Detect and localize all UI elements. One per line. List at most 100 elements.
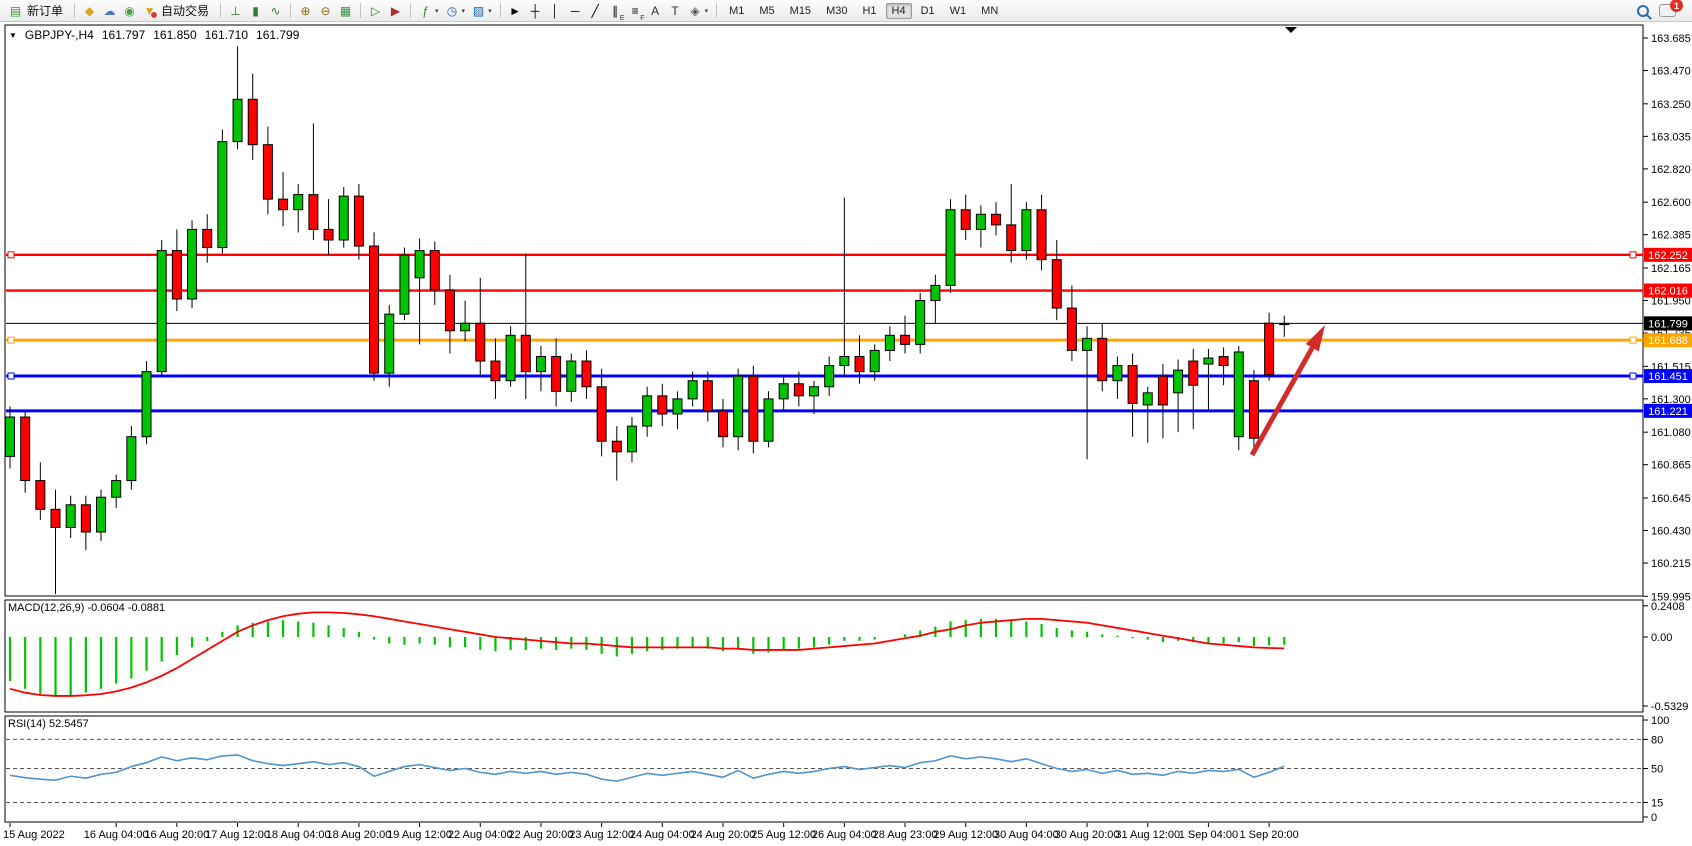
indicators-icon-caret[interactable]: ▾ bbox=[435, 7, 439, 15]
channel-icon-letter: E bbox=[619, 14, 625, 22]
zoom-in-icon[interactable]: ⊕ bbox=[300, 3, 311, 18]
gold-icon[interactable]: ◆ bbox=[84, 3, 95, 18]
time-label: 19 Aug 12:00 bbox=[387, 829, 452, 841]
community-icon[interactable]: ☁ bbox=[103, 3, 116, 18]
line-handle[interactable] bbox=[7, 251, 15, 259]
candle-bull bbox=[1082, 337, 1093, 351]
candle-bear bbox=[581, 360, 592, 388]
price-tick-label: 160.430 bbox=[1651, 526, 1691, 538]
candle-bear bbox=[444, 289, 455, 332]
price-label-161.799: 161.799 bbox=[1648, 318, 1688, 330]
candle-bear bbox=[35, 480, 46, 510]
text-icon[interactable]: A bbox=[651, 3, 660, 18]
candle-bull bbox=[930, 284, 941, 302]
candle-bull bbox=[626, 425, 637, 453]
quote-close: 161.799 bbox=[256, 28, 300, 42]
new-order-icon[interactable]: ▤ bbox=[9, 3, 22, 18]
quote-open: 161.797 bbox=[101, 28, 146, 42]
time-label: 15 Aug 2022 bbox=[3, 829, 65, 841]
candle-bull bbox=[1112, 365, 1123, 382]
timeframe-M1[interactable]: M1 bbox=[729, 4, 745, 17]
shapes-icon[interactable]: ◈ bbox=[690, 3, 700, 18]
time-label: 16 Aug 04:00 bbox=[84, 829, 149, 841]
time-label: 24 Aug 20:00 bbox=[691, 829, 756, 841]
line-handle[interactable] bbox=[7, 372, 15, 380]
text-label-icon[interactable]: T bbox=[671, 3, 679, 18]
price-label-161.221: 161.221 bbox=[1648, 406, 1688, 418]
timeframe-M15[interactable]: M15 bbox=[789, 4, 812, 17]
price-tick-label: 161.300 bbox=[1651, 394, 1691, 406]
toolbar-separator bbox=[290, 3, 292, 18]
channel-icon[interactable]: ∥ E bbox=[612, 3, 625, 22]
fibonacci-icon[interactable]: ≡ F bbox=[631, 3, 645, 22]
candle-bear bbox=[475, 322, 486, 362]
zoom-out-icon[interactable]: ⊖ bbox=[320, 3, 331, 18]
search-icon[interactable] bbox=[1637, 4, 1649, 17]
line-handle[interactable] bbox=[1629, 336, 1637, 344]
candlestick-chart-icon[interactable]: ▮ bbox=[252, 3, 259, 18]
price-tick-label: 162.165 bbox=[1651, 263, 1691, 275]
trend-arrow-head[interactable] bbox=[1305, 325, 1325, 352]
candle-bull bbox=[111, 480, 122, 498]
candle-bull bbox=[763, 398, 774, 442]
candle-bear bbox=[1127, 365, 1138, 404]
bar-chart-icon[interactable]: ⊥ bbox=[230, 3, 241, 18]
toolbar-separator bbox=[74, 3, 76, 18]
candle-bear bbox=[278, 198, 289, 211]
time-label: 23 Aug 12:00 bbox=[569, 829, 634, 841]
time-label: 16 Aug 20:00 bbox=[144, 829, 209, 841]
crosshair-icon[interactable]: ┼ bbox=[530, 3, 540, 18]
candle-bear bbox=[1036, 209, 1047, 261]
time-label: 31 Aug 12:00 bbox=[1115, 829, 1180, 841]
price-label-box bbox=[1644, 247, 1692, 262]
periods-icon-caret[interactable]: ▾ bbox=[461, 7, 466, 15]
tile-windows-icon[interactable]: ▦ bbox=[339, 3, 352, 18]
candle-bear bbox=[262, 144, 273, 200]
quote-low: 161.710 bbox=[204, 28, 249, 42]
vertical-line-icon[interactable]: │ bbox=[551, 3, 559, 18]
candle-bear bbox=[657, 395, 668, 415]
templates-icon[interactable]: ▨ bbox=[472, 3, 485, 18]
templates-icon-caret[interactable]: ▾ bbox=[488, 7, 492, 15]
new-order-label[interactable]: 新订单 bbox=[27, 4, 64, 18]
timeframe-M30[interactable]: M30 bbox=[826, 4, 848, 17]
price-tick-label: 163.685 bbox=[1651, 33, 1691, 45]
cursor-icon[interactable]: ► bbox=[509, 3, 522, 18]
candle-bull bbox=[460, 322, 471, 332]
candle-bull bbox=[156, 250, 167, 373]
timeframe-D1[interactable]: D1 bbox=[920, 4, 935, 17]
candle-bear bbox=[202, 228, 213, 249]
trend-arrow-line[interactable] bbox=[1249, 346, 1315, 457]
timeframe-H1[interactable]: H1 bbox=[862, 4, 877, 17]
line-handle[interactable] bbox=[7, 336, 15, 344]
autoscroll-icon[interactable]: ▷ bbox=[370, 3, 381, 18]
horizontal-line-icon[interactable]: ─ bbox=[570, 3, 580, 18]
periods-icon[interactable]: ◷ bbox=[446, 3, 458, 18]
price-label-161.688: 161.688 bbox=[1648, 335, 1688, 347]
candle-bull bbox=[884, 334, 895, 351]
price-tick-label: 160.215 bbox=[1651, 558, 1691, 570]
algo-trading-icon[interactable]: ▼ bbox=[140, 2, 159, 20]
candle-bull bbox=[687, 380, 698, 400]
price-tick-label: 163.250 bbox=[1651, 99, 1691, 111]
timeframe-M5[interactable]: M5 bbox=[759, 4, 775, 17]
timeframe-MN[interactable]: MN bbox=[981, 4, 999, 17]
algo-trading-label[interactable]: 自动交易 bbox=[161, 4, 210, 18]
candle-bear bbox=[353, 195, 364, 247]
timeframe-H4[interactable]: H4 bbox=[885, 2, 912, 19]
line-handle[interactable] bbox=[1629, 372, 1637, 380]
line-chart-icon[interactable]: ∿ bbox=[270, 3, 281, 18]
candle-bull bbox=[65, 504, 76, 528]
trendline-icon[interactable]: ╱ bbox=[591, 3, 599, 18]
timeframe-W1[interactable]: W1 bbox=[949, 4, 967, 17]
indicators-icon[interactable]: ƒ bbox=[422, 3, 429, 18]
signal-icon[interactable]: ◉ bbox=[124, 3, 135, 18]
chat-icon[interactable]: 1 bbox=[1659, 0, 1683, 17]
candle-bull bbox=[338, 195, 349, 241]
macd-pane-border bbox=[4, 599, 1644, 713]
shapes-icon-caret[interactable]: ▾ bbox=[704, 7, 709, 15]
symbol-dropdown-icon[interactable]: ▼ bbox=[9, 30, 17, 40]
line-handle[interactable] bbox=[1629, 251, 1637, 259]
candle-bull bbox=[778, 383, 789, 400]
chart-shift-icon[interactable]: ▶ bbox=[390, 3, 401, 18]
